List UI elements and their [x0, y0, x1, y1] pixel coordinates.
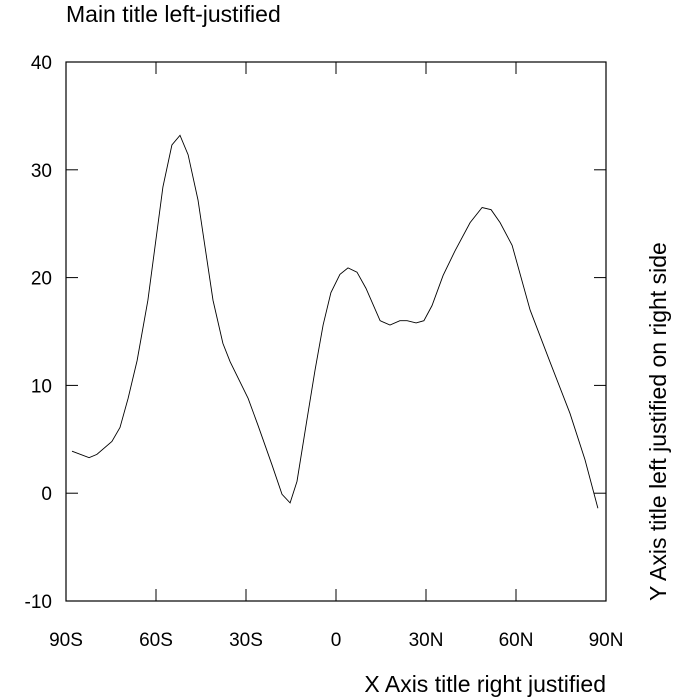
- chart-title: Main title left-justified: [66, 1, 281, 27]
- y-tick-label: 0: [41, 484, 52, 505]
- x-tick-label: 0: [331, 630, 342, 651]
- plot-frame: [65, 61, 607, 602]
- y-tick-label: -10: [25, 592, 52, 613]
- x-tick-label: 30S: [229, 630, 263, 651]
- y-tick-label: 30: [31, 161, 52, 182]
- x-tick-label: 30N: [409, 630, 444, 651]
- y-axis-title: Y Axis title left justified on right sid…: [645, 242, 671, 601]
- x-tick-label: 60N: [499, 630, 534, 651]
- data-line: [71, 134, 599, 509]
- y-tick-label: 20: [31, 269, 52, 290]
- x-tick-label: 90S: [49, 630, 83, 651]
- y-tick-label: 40: [31, 53, 52, 74]
- x-axis-title: X Axis title right justified: [364, 671, 606, 697]
- x-tick-label: 90N: [589, 630, 624, 651]
- x-tick-label: 60S: [139, 630, 173, 651]
- y-tick-label: 10: [31, 376, 52, 397]
